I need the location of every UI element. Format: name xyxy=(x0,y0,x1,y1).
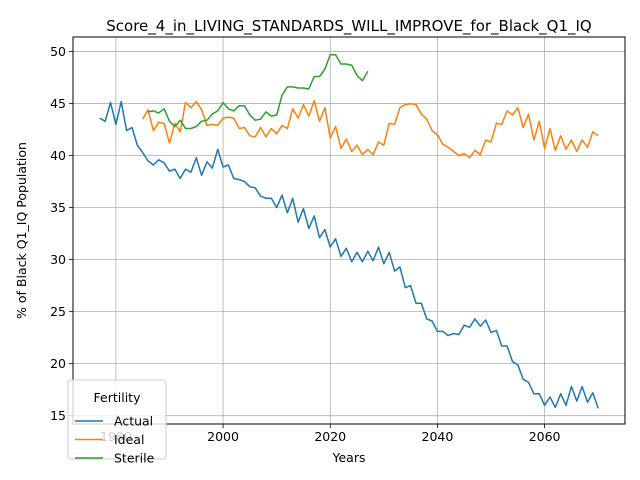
legend: Fertility Actual Ideal Sterile xyxy=(67,379,167,466)
y-tick-label: 15 xyxy=(50,408,66,423)
y-tick-label: 35 xyxy=(50,200,66,215)
legend-title: Fertility xyxy=(94,390,142,405)
chart-title: Score_4_in_LIVING_STANDARDS_WILL_IMPROVE… xyxy=(106,17,591,36)
y-tick-label: 45 xyxy=(50,96,66,111)
y-tick-label: 40 xyxy=(50,148,66,163)
axis-ticks: 198020002020204020601520253035404550 xyxy=(50,44,560,444)
legend-label-ideal: Ideal xyxy=(114,432,144,447)
series-line-sterile xyxy=(147,53,369,130)
grid xyxy=(73,37,625,424)
x-axis-title: Years xyxy=(332,450,366,465)
x-tick-label: 2060 xyxy=(529,429,561,444)
y-tick-label: 50 xyxy=(50,44,66,59)
legend-label-sterile: Sterile xyxy=(114,451,155,466)
series-lines xyxy=(99,53,599,409)
y-tick-label: 20 xyxy=(50,356,66,371)
series-line-ideal xyxy=(142,99,599,159)
legend-label-actual: Actual xyxy=(114,414,153,429)
series-line-actual xyxy=(99,100,599,409)
y-axis-title: % of Black Q1_IQ Population xyxy=(14,142,29,319)
plot-frame xyxy=(72,36,626,425)
x-tick-label: 2020 xyxy=(314,429,346,444)
y-tick-label: 25 xyxy=(50,304,66,319)
x-tick-label: 2000 xyxy=(207,429,239,444)
y-tick-label: 30 xyxy=(50,252,66,267)
x-tick-label: 2040 xyxy=(422,429,454,444)
